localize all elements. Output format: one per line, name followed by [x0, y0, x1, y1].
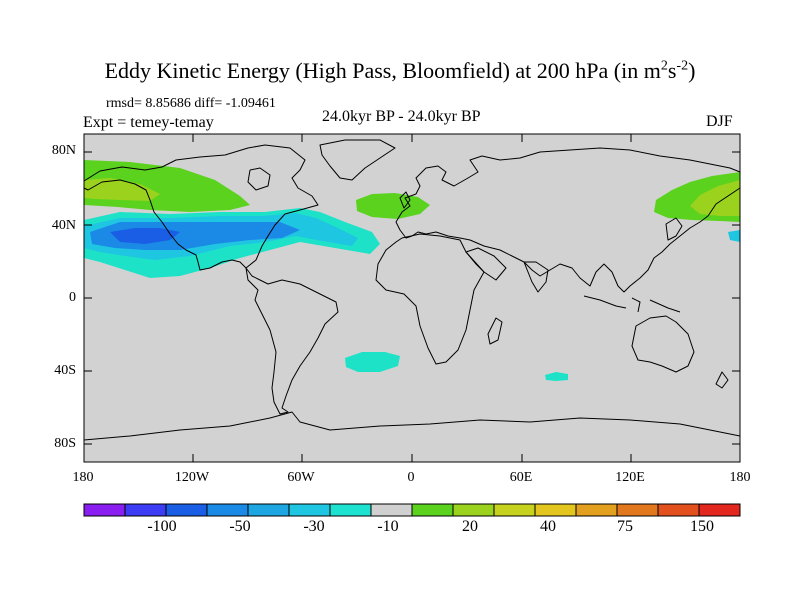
lon-label-120e: 120E	[615, 470, 645, 485]
south-atlantic-cyan	[345, 352, 400, 372]
colorbar-label-neg10: -10	[377, 518, 399, 535]
north-america-coast	[83, 144, 319, 271]
pacific-lightgreen-core	[84, 178, 160, 201]
british-isles-coast	[399, 191, 411, 209]
colorbar-box	[534, 503, 577, 517]
africa-coast	[375, 233, 485, 365]
lat-label-80s: 80S	[54, 436, 76, 451]
colorbar-box	[247, 503, 290, 517]
colorbar-label-20: 20	[462, 518, 478, 535]
newzealand-coast	[715, 371, 729, 389]
south-america-coast	[245, 267, 339, 415]
atlantic-green-blob	[356, 193, 430, 219]
negative-band-darkblue	[110, 228, 180, 244]
madagascar-coast	[487, 317, 503, 345]
lat-label-40n: 40N	[51, 218, 76, 233]
lon-label-180e: 180	[729, 470, 751, 485]
arabia-coast	[465, 247, 507, 281]
colorbar-box	[370, 503, 413, 517]
lon-label-60e: 60E	[509, 470, 533, 485]
eurasia-coast	[395, 147, 741, 293]
asia-lightgreen-core	[690, 180, 740, 216]
colorbar-box	[493, 503, 536, 517]
antarctica-coast	[83, 411, 741, 441]
lat-label-80n: 80N	[51, 143, 76, 158]
japan-coast	[665, 217, 683, 241]
colorbar-label-150: 150	[690, 518, 714, 535]
colorbar-box	[83, 503, 126, 517]
lon-label-120w: 120W	[174, 470, 210, 485]
colorbar-box	[288, 503, 331, 517]
colorbar-box	[206, 503, 249, 517]
east-edge-cyan	[728, 230, 740, 242]
colorbar-label-neg30: -30	[303, 518, 325, 535]
lon-label-60w: 60W	[287, 470, 315, 485]
indian-ocean-cyan	[545, 372, 568, 381]
colorbar-label-neg100: -100	[147, 518, 177, 535]
colorbar	[83, 503, 741, 517]
colorbar-label-40: 40	[540, 518, 556, 535]
season-label: DJF	[706, 113, 733, 130]
hudson-bay-coast	[247, 167, 271, 191]
colorbar-label-75: 75	[617, 518, 633, 535]
lat-label-40s: 40S	[54, 363, 76, 378]
lon-label-180w: 180	[72, 470, 94, 485]
colorbar-box	[452, 503, 495, 517]
colorbar-box	[165, 503, 208, 517]
greenland-coast	[319, 139, 396, 181]
colorbar-box	[657, 503, 700, 517]
colorbar-box	[616, 503, 659, 517]
indonesia-coast	[583, 295, 681, 313]
anomaly-shading	[84, 160, 740, 381]
colorbar-box	[411, 503, 454, 517]
colorbar-box	[329, 503, 372, 517]
colorbar-box	[575, 503, 618, 517]
india-coast	[523, 261, 549, 293]
map-frame	[83, 133, 741, 463]
colorbar-label-neg50: -50	[229, 518, 251, 535]
plot-title: Eddy Kinetic Energy (High Pass, Bloomfie…	[104, 58, 696, 83]
lon-label-0: 0	[407, 470, 415, 485]
coastlines	[83, 139, 741, 441]
australia-coast	[631, 315, 695, 373]
period-label: 24.0kyr BP - 24.0kyr BP	[322, 108, 481, 125]
colorbar-box	[124, 503, 167, 517]
colorbar-box	[698, 503, 741, 517]
stats-text: rmsd= 8.85686 diff= -1.09461	[106, 96, 276, 111]
lat-label-0: 0	[69, 290, 76, 305]
experiment-label: Expt = temey-temay	[83, 114, 214, 131]
